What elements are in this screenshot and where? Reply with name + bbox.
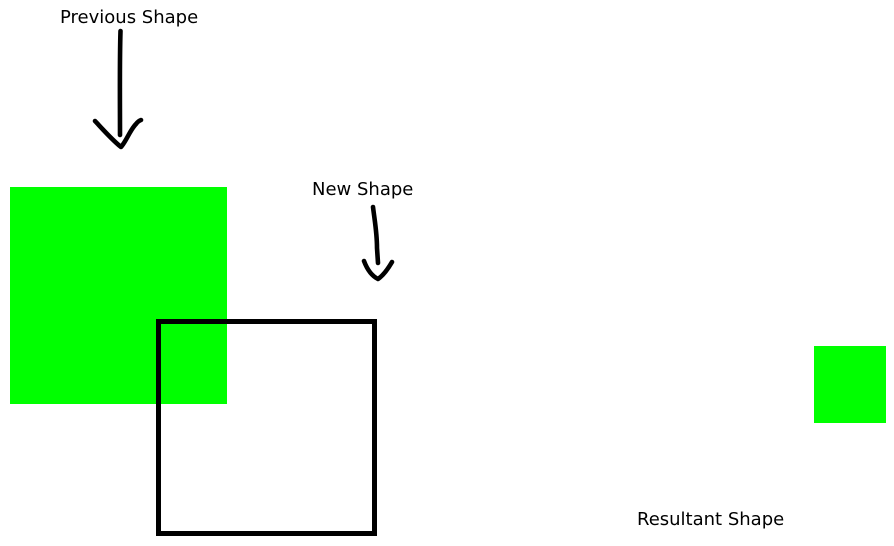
new-shape-square-outline bbox=[156, 319, 377, 536]
new-arrow-down-icon bbox=[361, 204, 395, 282]
previous-arrow-down-icon bbox=[92, 28, 144, 150]
previous-shape-square bbox=[10, 187, 227, 404]
new-shape-label: New Shape bbox=[312, 179, 414, 200]
previous-shape-label: Previous Shape bbox=[60, 7, 199, 28]
resultant-shape-label: Resultant Shape bbox=[637, 509, 785, 530]
resultant-shape-square bbox=[814, 346, 886, 423]
